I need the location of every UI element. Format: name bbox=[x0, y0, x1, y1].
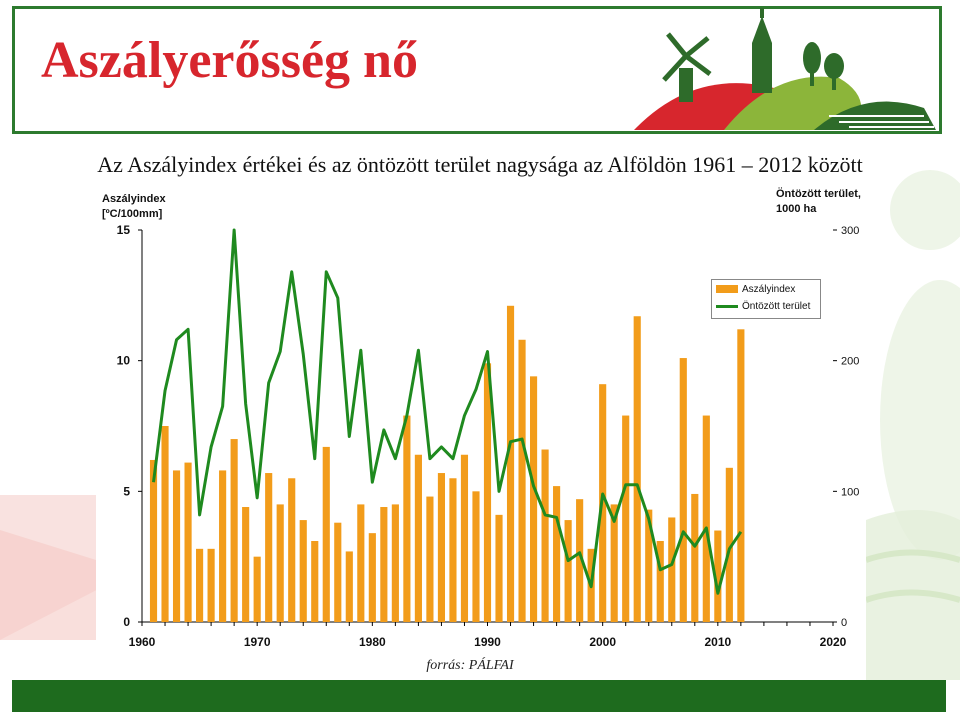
slide-title: Aszályerősség nő bbox=[41, 32, 418, 89]
bar-aszalyindex bbox=[576, 499, 584, 622]
x-tick-label: 1970 bbox=[244, 635, 271, 649]
bar-aszalyindex bbox=[391, 504, 399, 622]
bar-aszalyindex bbox=[656, 540, 664, 622]
bar-aszalyindex bbox=[553, 486, 561, 622]
bar-aszalyindex bbox=[345, 551, 353, 622]
bar-aszalyindex bbox=[610, 504, 618, 622]
bar-aszalyindex bbox=[495, 514, 503, 622]
bar-aszalyindex bbox=[460, 454, 469, 622]
bar-aszalyindex bbox=[184, 462, 192, 622]
bar-aszalyindex bbox=[679, 358, 687, 622]
legend-swatch-bar bbox=[716, 285, 738, 294]
right-axis-title-line2: 1000 ha bbox=[776, 203, 817, 215]
bar-aszalyindex bbox=[725, 467, 733, 622]
legend-label-ontozott: Öntözött terület bbox=[742, 301, 811, 312]
bar-aszalyindex bbox=[737, 329, 745, 622]
bar-aszalyindex bbox=[633, 316, 641, 622]
source-note: forrás: PÁLFAI bbox=[426, 658, 514, 673]
bar-aszalyindex bbox=[472, 491, 480, 622]
right-axis-title: Öntözött terület, 1000 ha bbox=[776, 187, 861, 217]
x-tick-label: 2020 bbox=[820, 635, 847, 649]
bar-aszalyindex bbox=[161, 426, 169, 622]
left-tick-label: 10 bbox=[117, 354, 131, 368]
bar-aszalyindex bbox=[196, 548, 204, 622]
bar-aszalyindex bbox=[449, 478, 457, 622]
bar-aszalyindex bbox=[242, 507, 250, 622]
left-axis-title: Aszályindex [ºC/100mm] bbox=[102, 192, 166, 222]
bar-aszalyindex bbox=[311, 540, 319, 622]
bar-aszalyindex bbox=[288, 478, 296, 622]
bar-aszalyindex bbox=[368, 533, 376, 622]
legend-label-aszalyindex: Aszályindex bbox=[742, 284, 796, 295]
bar-aszalyindex bbox=[691, 493, 699, 622]
bar-aszalyindex bbox=[426, 496, 434, 622]
right-tick-label: 300 bbox=[841, 225, 859, 237]
legend-item-ontozott: Öntözött terület bbox=[716, 300, 810, 314]
bar-aszalyindex bbox=[299, 520, 307, 622]
bar-aszalyindex bbox=[529, 376, 538, 622]
bar-aszalyindex bbox=[380, 507, 388, 622]
left-tick-label: 5 bbox=[123, 484, 130, 498]
right-tick-label: 0 bbox=[841, 617, 847, 629]
bar-aszalyindex bbox=[437, 473, 446, 622]
right-tick-label: 100 bbox=[841, 486, 859, 498]
x-tick-label: 2010 bbox=[704, 635, 731, 649]
line-ontozott-terulet bbox=[152, 228, 743, 595]
bar-aszalyindex bbox=[219, 470, 227, 622]
bar-aszalyindex bbox=[506, 305, 515, 622]
right-axis-title-line1: Öntözött terület, bbox=[776, 188, 861, 200]
bar-aszalyindex bbox=[265, 473, 273, 622]
bar-aszalyindex bbox=[714, 530, 722, 622]
bar-aszalyindex bbox=[645, 509, 653, 622]
x-tick-label: 1960 bbox=[129, 635, 156, 649]
bar-aszalyindex bbox=[334, 522, 342, 622]
left-axis-title-line2: [ºC/100mm] bbox=[102, 208, 163, 220]
bar-aszalyindex bbox=[207, 548, 215, 622]
left-axis-title-line1: Aszályindex bbox=[102, 193, 166, 205]
bar-aszalyindex bbox=[622, 415, 630, 622]
left-tick-label: 15 bbox=[117, 223, 131, 237]
bar-aszalyindex bbox=[322, 446, 330, 622]
village-hills-logo-icon bbox=[634, 8, 936, 130]
bar-aszalyindex bbox=[357, 504, 365, 622]
bar-aszalyindex bbox=[149, 459, 158, 622]
bar-aszalyindex bbox=[702, 415, 710, 622]
bar-aszalyindex bbox=[483, 363, 492, 622]
bar-aszalyindex bbox=[230, 439, 238, 622]
chart-subtitle: Az Aszályindex értékei és az öntözött te… bbox=[97, 152, 863, 177]
right-tick-label: 200 bbox=[841, 356, 859, 368]
bar-aszalyindex bbox=[172, 470, 181, 622]
left-tick-label: 0 bbox=[123, 615, 130, 629]
bar-aszalyindex bbox=[414, 454, 422, 622]
bar-aszalyindex bbox=[276, 504, 284, 622]
bar-aszalyindex bbox=[541, 449, 549, 622]
footer-bar bbox=[12, 680, 946, 712]
legend-item-aszalyindex: Aszályindex bbox=[716, 283, 795, 297]
bar-aszalyindex bbox=[668, 517, 676, 622]
x-tick-label: 1990 bbox=[474, 635, 501, 649]
x-tick-label: 1980 bbox=[359, 635, 386, 649]
bar-aszalyindex bbox=[403, 415, 411, 622]
x-tick-label: 2000 bbox=[589, 635, 616, 649]
legend-swatch-line bbox=[716, 304, 738, 308]
bar-aszalyindex bbox=[253, 556, 261, 622]
chart-legend: Aszályindex Öntözött terület bbox=[711, 279, 821, 319]
bar-aszalyindex bbox=[564, 520, 572, 622]
bar-aszalyindex bbox=[518, 339, 526, 622]
